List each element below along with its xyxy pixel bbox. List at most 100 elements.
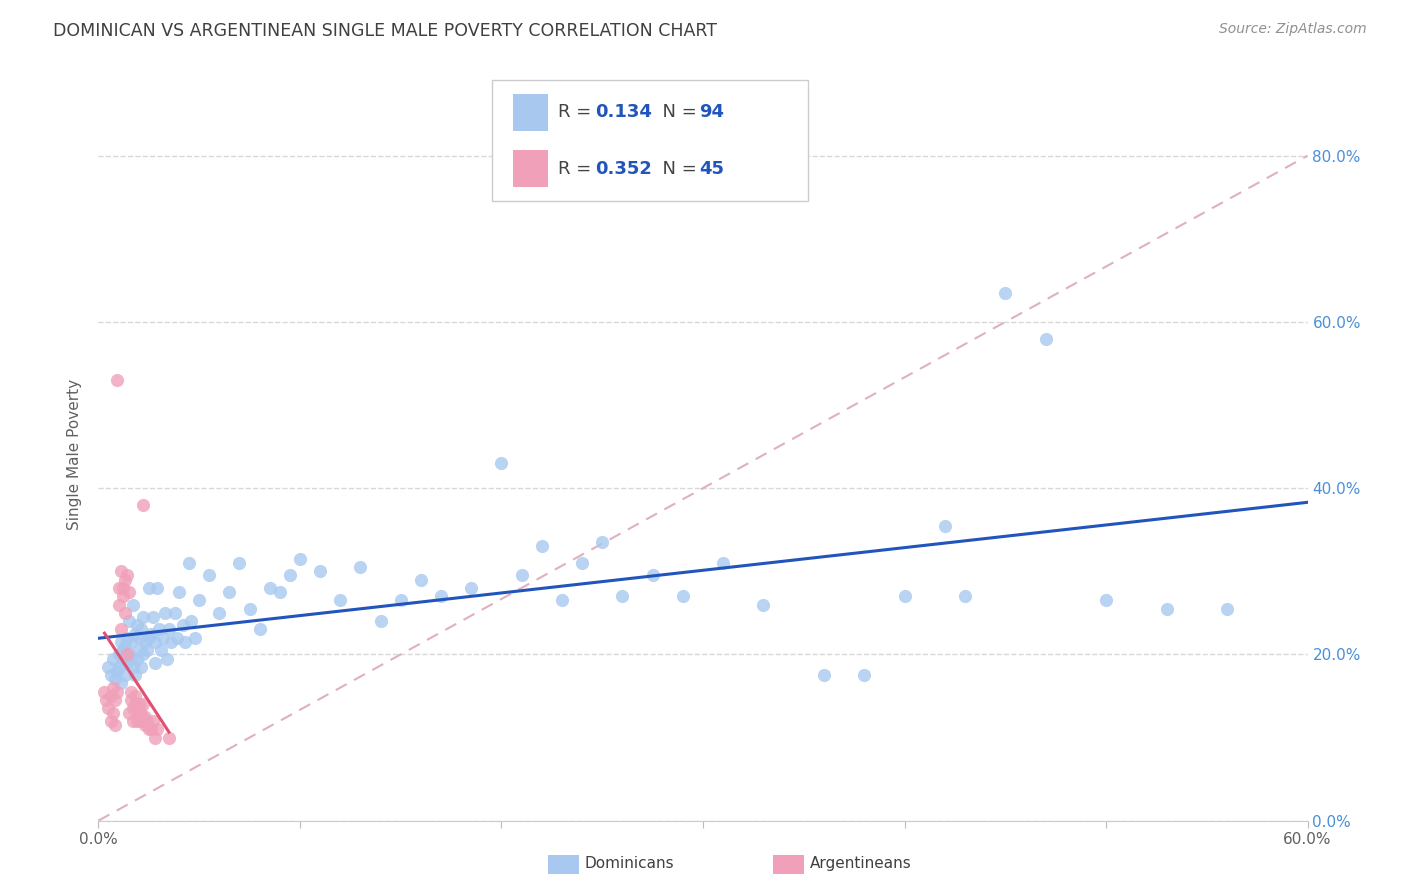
Point — [125, 714, 148, 728]
Point — [101, 706, 124, 720]
Point — [110, 676, 132, 690]
Point — [143, 635, 166, 649]
Point — [105, 373, 128, 387]
Point — [166, 631, 188, 645]
Point — [128, 706, 150, 720]
Point — [114, 606, 136, 620]
Point — [893, 589, 915, 603]
Y-axis label: Single Male Poverty: Single Male Poverty — [67, 379, 83, 531]
Point — [124, 689, 146, 703]
Point — [672, 589, 695, 603]
Point — [146, 581, 169, 595]
Point — [120, 693, 142, 707]
Point — [128, 698, 150, 712]
Point — [107, 660, 129, 674]
Point — [103, 718, 125, 732]
Point — [120, 651, 142, 665]
Point — [129, 660, 152, 674]
Point — [120, 685, 142, 699]
Point — [208, 606, 231, 620]
Point — [389, 593, 412, 607]
Point — [259, 581, 281, 595]
Point — [107, 648, 129, 662]
Point — [121, 701, 143, 715]
Point — [107, 598, 129, 612]
Point — [135, 714, 157, 728]
Point — [134, 635, 156, 649]
Point — [111, 581, 134, 595]
Point — [460, 581, 482, 595]
Point — [370, 614, 392, 628]
Point — [100, 689, 122, 703]
Point — [103, 673, 125, 687]
Point — [105, 685, 128, 699]
Point — [184, 631, 207, 645]
Point — [641, 568, 664, 582]
Point — [174, 635, 197, 649]
Point — [953, 589, 976, 603]
Point — [103, 693, 125, 707]
Point — [121, 714, 143, 728]
Point — [124, 698, 146, 712]
Point — [409, 573, 432, 587]
Point — [591, 535, 613, 549]
Point — [179, 556, 201, 570]
Text: R =: R = — [558, 103, 598, 121]
Point — [269, 585, 291, 599]
Point — [124, 626, 146, 640]
Point — [143, 731, 166, 745]
Text: Dominicans: Dominicans — [585, 856, 675, 871]
Point — [1216, 601, 1239, 615]
Point — [118, 706, 141, 720]
Point — [148, 623, 170, 637]
Point — [128, 643, 150, 657]
Point — [134, 710, 156, 724]
Point — [309, 564, 332, 578]
Point — [110, 623, 132, 637]
Point — [510, 568, 533, 582]
Point — [142, 714, 165, 728]
Point — [124, 668, 146, 682]
Point — [129, 714, 152, 728]
Point — [132, 610, 155, 624]
Point — [530, 539, 553, 553]
Point — [138, 723, 160, 737]
Point — [118, 614, 141, 628]
Point — [198, 568, 221, 582]
Point — [180, 614, 202, 628]
Text: 45: 45 — [699, 160, 724, 178]
Point — [121, 598, 143, 612]
Point — [228, 556, 250, 570]
Text: N =: N = — [651, 103, 703, 121]
Point — [128, 631, 150, 645]
Point — [430, 589, 453, 603]
Text: N =: N = — [651, 160, 703, 178]
Point — [129, 706, 152, 720]
Point — [115, 656, 138, 670]
Point — [152, 631, 174, 645]
Point — [97, 701, 120, 715]
Text: 0.352: 0.352 — [595, 160, 651, 178]
Text: 94: 94 — [699, 103, 724, 121]
Text: Argentineans: Argentineans — [810, 856, 911, 871]
Point — [100, 668, 122, 682]
Point — [853, 668, 876, 682]
Point — [111, 643, 134, 657]
Text: R =: R = — [558, 160, 598, 178]
Text: 0.134: 0.134 — [595, 103, 651, 121]
Point — [97, 660, 120, 674]
Point — [149, 643, 172, 657]
Point — [129, 623, 152, 637]
Point — [101, 681, 124, 695]
Point — [329, 593, 352, 607]
Point — [278, 568, 301, 582]
Point — [1035, 332, 1057, 346]
Point — [157, 623, 180, 637]
Point — [101, 651, 124, 665]
Point — [711, 556, 734, 570]
Point — [349, 560, 371, 574]
Point — [994, 285, 1017, 300]
Point — [111, 651, 134, 665]
Point — [239, 601, 262, 615]
Point — [752, 598, 775, 612]
